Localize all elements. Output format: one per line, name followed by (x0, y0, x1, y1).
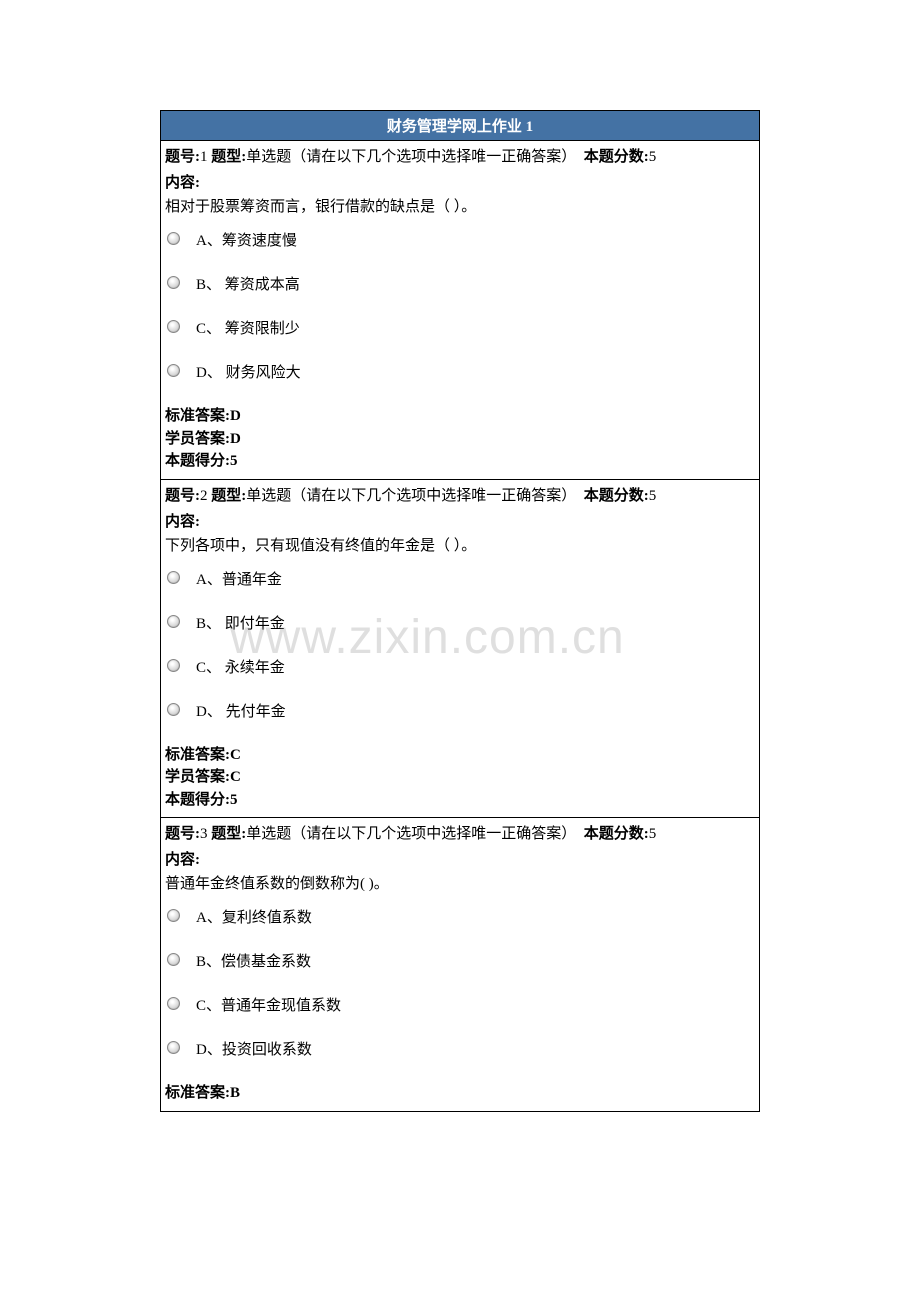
option-label: A、筹资速度慢 (196, 229, 297, 253)
question-content: 普通年金终值系数的倒数称为( )。 (165, 872, 755, 896)
got-score: 本题得分:5 (165, 450, 755, 473)
std-answer: 标准答案:D (165, 405, 755, 428)
std-answer: 标准答案:C (165, 744, 755, 767)
stu-answer: 学员答案:D (165, 428, 755, 451)
number-label: 题号: (165, 826, 200, 842)
type-value: 单选题（请在以下几个选项中选择唯一正确答案） (246, 826, 576, 842)
question-block: 题号:1 题型:单选题（请在以下几个选项中选择唯一正确答案） 本题分数:5 内容… (161, 141, 759, 480)
content-label: 内容: (165, 171, 755, 195)
option-row[interactable]: B、 筹资成本高 (165, 273, 755, 297)
option-row[interactable]: C、 永续年金 (165, 656, 755, 680)
type-label: 题型: (211, 826, 246, 842)
option-label: A、普通年金 (196, 568, 282, 592)
score-value: 5 (649, 149, 657, 165)
option-row[interactable]: D、 财务风险大 (165, 361, 755, 385)
option-row[interactable]: D、 先付年金 (165, 700, 755, 724)
question-meta: 题号:2 题型:单选题（请在以下几个选项中选择唯一正确答案） 本题分数:5 (165, 484, 755, 508)
option-row[interactable]: C、普通年金现值系数 (165, 994, 755, 1018)
option-row[interactable]: A、普通年金 (165, 568, 755, 592)
option-label: B、偿债基金系数 (196, 950, 311, 974)
option-label: A、复利终值系数 (196, 906, 312, 930)
radio-icon[interactable] (167, 997, 180, 1010)
radio-icon[interactable] (167, 659, 180, 672)
option-label: D、 先付年金 (196, 700, 286, 724)
question-block: 题号:2 题型:单选题（请在以下几个选项中选择唯一正确答案） 本题分数:5 内容… (161, 480, 759, 819)
score-value: 5 (649, 488, 657, 504)
question-block: 题号:3 题型:单选题（请在以下几个选项中选择唯一正确答案） 本题分数:5 内容… (161, 818, 759, 1111)
radio-icon[interactable] (167, 364, 180, 377)
radio-icon[interactable] (167, 953, 180, 966)
option-label: C、普通年金现值系数 (196, 994, 341, 1018)
option-label: B、 即付年金 (196, 612, 285, 636)
option-row[interactable]: A、筹资速度慢 (165, 229, 755, 253)
number-label: 题号: (165, 149, 200, 165)
type-value: 单选题（请在以下几个选项中选择唯一正确答案） (246, 488, 576, 504)
option-row[interactable]: A、复利终值系数 (165, 906, 755, 930)
radio-icon[interactable] (167, 1041, 180, 1054)
type-label: 题型: (211, 149, 246, 165)
stu-answer: 学员答案:C (165, 766, 755, 789)
question-content: 下列各项中，只有现值没有终值的年金是（ ）。 (165, 534, 755, 558)
score-label: 本题分数: (584, 826, 649, 842)
type-value: 单选题（请在以下几个选项中选择唯一正确答案） (246, 149, 576, 165)
option-row[interactable]: D、投资回收系数 (165, 1038, 755, 1062)
type-label: 题型: (211, 488, 246, 504)
question-content: 相对于股票筹资而言，银行借款的缺点是（ ）。 (165, 195, 755, 219)
option-row[interactable]: C、 筹资限制少 (165, 317, 755, 341)
score-label: 本题分数: (584, 149, 649, 165)
radio-icon[interactable] (167, 571, 180, 584)
quiz-title: 财务管理学网上作业 1 (161, 111, 759, 141)
radio-icon[interactable] (167, 232, 180, 245)
radio-icon[interactable] (167, 909, 180, 922)
question-meta: 题号:1 题型:单选题（请在以下几个选项中选择唯一正确答案） 本题分数:5 (165, 145, 755, 169)
score-value: 5 (649, 826, 657, 842)
option-label: D、 财务风险大 (196, 361, 301, 385)
question-meta: 题号:3 题型:单选题（请在以下几个选项中选择唯一正确答案） 本题分数:5 (165, 822, 755, 846)
option-label: C、 筹资限制少 (196, 317, 300, 341)
score-label: 本题分数: (584, 488, 649, 504)
number-value: 3 (200, 826, 208, 842)
radio-icon[interactable] (167, 320, 180, 333)
number-label: 题号: (165, 488, 200, 504)
option-label: B、 筹资成本高 (196, 273, 300, 297)
radio-icon[interactable] (167, 615, 180, 628)
content-label: 内容: (165, 510, 755, 534)
option-row[interactable]: B、偿债基金系数 (165, 950, 755, 974)
std-answer: 标准答案:B (165, 1082, 755, 1105)
number-value: 1 (200, 149, 208, 165)
radio-icon[interactable] (167, 703, 180, 716)
content-label: 内容: (165, 848, 755, 872)
option-label: D、投资回收系数 (196, 1038, 312, 1062)
option-label: C、 永续年金 (196, 656, 285, 680)
got-score: 本题得分:5 (165, 789, 755, 812)
number-value: 2 (200, 488, 208, 504)
quiz-container: 财务管理学网上作业 1 题号:1 题型:单选题（请在以下几个选项中选择唯一正确答… (160, 110, 760, 1112)
option-row[interactable]: B、 即付年金 (165, 612, 755, 636)
radio-icon[interactable] (167, 276, 180, 289)
